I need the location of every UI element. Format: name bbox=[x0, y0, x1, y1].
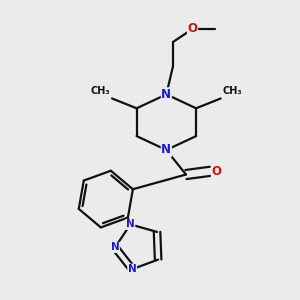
Text: CH₃: CH₃ bbox=[222, 86, 242, 96]
Text: N: N bbox=[111, 242, 119, 252]
Text: N: N bbox=[128, 264, 136, 274]
Text: N: N bbox=[126, 219, 135, 230]
Text: N: N bbox=[161, 88, 171, 101]
Text: O: O bbox=[212, 165, 221, 178]
Text: CH₃: CH₃ bbox=[91, 86, 110, 96]
Text: O: O bbox=[188, 22, 197, 35]
Text: N: N bbox=[161, 143, 171, 157]
